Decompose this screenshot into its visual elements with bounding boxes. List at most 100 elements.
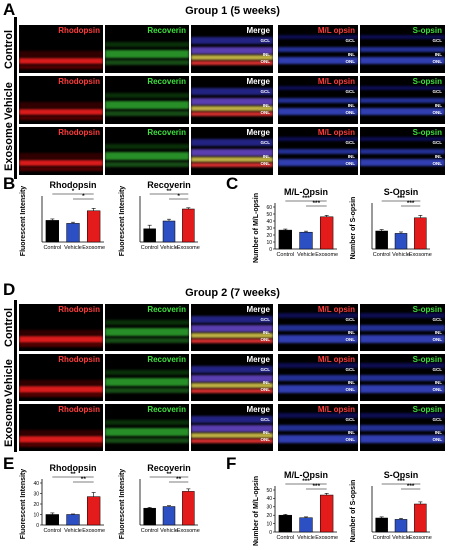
tissue-layer-band bbox=[278, 435, 358, 443]
micrograph-s_opsin-exosome: S-opsin GCL INL ONL bbox=[360, 127, 445, 175]
bar-vehicle bbox=[66, 223, 80, 243]
layer-label-inl: INL bbox=[434, 153, 442, 159]
micrograph-recoverin-exosome: Recoverin bbox=[105, 404, 189, 451]
bar-control bbox=[143, 228, 156, 243]
tissue-layer-band bbox=[105, 437, 189, 444]
tissue-layer-band bbox=[191, 425, 273, 433]
bar-exosome bbox=[320, 216, 334, 250]
significance-marker: *** bbox=[407, 483, 415, 490]
stain-label: Rhodopsin bbox=[58, 128, 100, 137]
layer-label-inl: INL bbox=[347, 380, 355, 386]
significance-marker: *** bbox=[397, 478, 405, 485]
panel-letter-d: D bbox=[3, 280, 16, 299]
stain-label: S-opsin bbox=[412, 128, 442, 137]
tissue-layer-band bbox=[360, 413, 445, 419]
stain-label: M/L opsin bbox=[317, 355, 355, 364]
x-tick-label: Vehicle bbox=[392, 252, 410, 258]
tissue-layer-band bbox=[360, 375, 445, 381]
significance-marker: * bbox=[82, 193, 85, 200]
layer-label-inl: INL bbox=[347, 153, 355, 159]
tissue-layer-band bbox=[19, 159, 103, 167]
micrograph-merge-vehicle: Merge GCL INL ONL bbox=[191, 354, 273, 401]
tissue-layer-band bbox=[191, 162, 273, 168]
micrograph-ml_opsin-vehicle: M/L opsin GCL INL ONL bbox=[278, 354, 358, 401]
group2-title: Group 2 (7 weeks) bbox=[185, 287, 280, 299]
tissue-layer-band bbox=[360, 435, 445, 443]
tissue-layer-band bbox=[19, 435, 103, 443]
x-tick-label: Vehicle bbox=[297, 535, 315, 541]
tissue-layer-band bbox=[191, 365, 273, 373]
micrograph-merge-exosome: Merge GCL INL ONL bbox=[191, 127, 273, 175]
tissue-layer-band bbox=[191, 375, 273, 383]
bar-vehicle bbox=[299, 231, 313, 250]
bar-exosome bbox=[87, 210, 101, 243]
y-axis-title: Number of M/L-opsin bbox=[253, 193, 260, 263]
tissue-layer-band bbox=[360, 313, 445, 319]
tissue-layer-band bbox=[19, 102, 103, 109]
tissue-layer-band bbox=[19, 51, 103, 58]
x-tick-label: Control bbox=[43, 528, 61, 534]
micrograph-recoverin-vehicle: Recoverin bbox=[105, 354, 189, 401]
tissue-layer-band bbox=[360, 363, 445, 369]
significance-marker: *** bbox=[313, 483, 321, 490]
y-axis-title: Fluorescent Intensity bbox=[119, 469, 126, 540]
layer-label-inl: INL bbox=[262, 102, 270, 108]
tissue-layer-band bbox=[360, 385, 445, 393]
group2-bracket bbox=[14, 300, 17, 452]
tissue-layer-band bbox=[105, 337, 189, 344]
tissue-layer-band bbox=[278, 34, 358, 40]
tissue-layer-band bbox=[278, 335, 358, 343]
stain-label: Recoverin bbox=[147, 305, 186, 314]
micrograph-s_opsin-exosome: S-opsin GCL INL ONL bbox=[360, 404, 445, 451]
tissue-layer-band bbox=[360, 136, 445, 142]
chart-title: Recoverin bbox=[147, 180, 191, 190]
tissue-layer-band bbox=[360, 97, 445, 104]
significance-marker: ** bbox=[70, 471, 76, 478]
x-tick-label: Vehicle bbox=[392, 535, 410, 541]
tissue-layer-band bbox=[19, 393, 103, 398]
bar-vehicle bbox=[162, 220, 176, 243]
tissue-layer-band bbox=[19, 343, 103, 348]
micrograph-ml_opsin-exosome: M/L opsin GCL INL ONL bbox=[278, 127, 358, 175]
micrograph-ml_opsin-vehicle: M/L opsin GCL INL ONL bbox=[278, 76, 358, 124]
layer-label-gcl: GCL bbox=[260, 317, 271, 323]
tissue-layer-band bbox=[278, 56, 358, 65]
tissue-layer-band bbox=[360, 56, 445, 65]
tissue-layer-band bbox=[191, 383, 273, 388]
layer-label-gcl: GCL bbox=[260, 89, 271, 95]
micrograph-rhodopsin-vehicle: Rhodopsin bbox=[19, 354, 103, 401]
tissue-layer-band bbox=[360, 325, 445, 331]
micrograph-rhodopsin-control: Rhodopsin bbox=[19, 25, 103, 73]
layer-label-onl: ONL bbox=[260, 109, 271, 115]
panel-letter-e: E bbox=[3, 454, 15, 473]
tissue-layer-band bbox=[19, 116, 103, 121]
bar-exosome bbox=[414, 503, 427, 533]
layer-label-onl: ONL bbox=[432, 58, 443, 64]
layer-label-gcl: GCL bbox=[345, 367, 356, 373]
tissue-layer-band bbox=[105, 320, 189, 326]
tissue-layer-band bbox=[19, 167, 103, 172]
stain-label: S-opsin bbox=[412, 355, 442, 364]
layer-label-inl: INL bbox=[434, 380, 442, 386]
significance-marker: ** bbox=[176, 476, 182, 483]
layer-label-onl: ONL bbox=[432, 436, 443, 442]
tissue-layer-band bbox=[360, 158, 445, 167]
tissue-layer-band bbox=[19, 385, 103, 393]
bar-control bbox=[143, 507, 156, 526]
bar-vehicle bbox=[162, 506, 176, 526]
layer-label-onl: ONL bbox=[260, 386, 271, 392]
group1-micrograph-grid: Control Rhodopsin Recoverin Merge GCL INL ONL M… bbox=[0, 0, 450, 180]
y-tick-label: 0 bbox=[269, 247, 272, 253]
stain-label: Rhodopsin bbox=[58, 77, 100, 86]
layer-label-gcl: GCL bbox=[432, 89, 443, 95]
tissue-layer-band bbox=[19, 108, 103, 116]
y-tick-label: 0 bbox=[36, 523, 39, 529]
layer-label-onl: ONL bbox=[345, 160, 356, 166]
micrograph-recoverin-control: Recoverin bbox=[105, 25, 189, 73]
x-tick-label: Vehicle bbox=[297, 252, 315, 258]
tissue-layer-band bbox=[19, 153, 103, 160]
tissue-layer-band bbox=[105, 370, 189, 376]
bar-exosome bbox=[182, 208, 195, 243]
micrograph-s_opsin-control: S-opsin GCL INL ONL bbox=[360, 304, 445, 351]
